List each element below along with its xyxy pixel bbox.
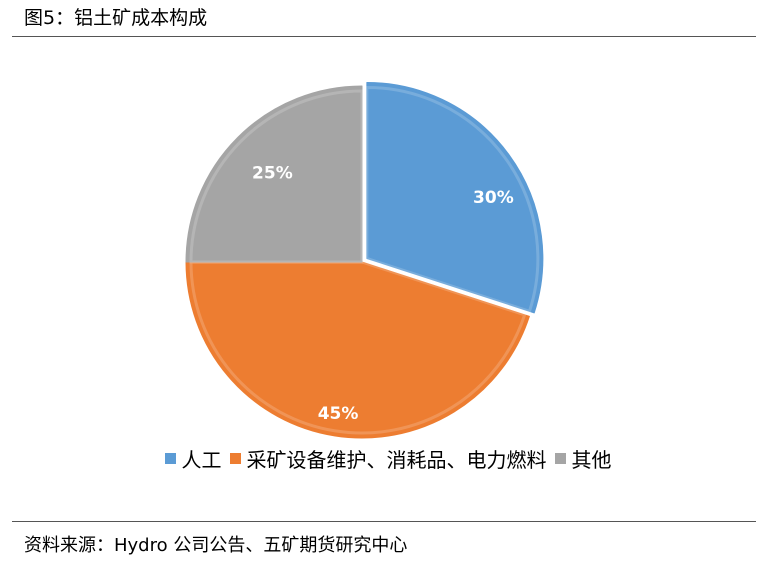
pie-label-equipment: 45% — [318, 404, 359, 424]
pie-slice-equipment — [185, 261, 530, 439]
source-note: 资料来源：Hydro 公司公告、五矿期货研究中心 — [24, 535, 408, 556]
chart-title: 图5：铝土矿成本构成 — [24, 7, 208, 29]
legend-swatch-other — [554, 452, 566, 464]
top-divider — [12, 36, 756, 37]
pie-slice-equipment-rim — [189, 260, 527, 435]
legend-label-labor: 人工 — [181, 447, 222, 472]
pie-slice-labor — [366, 81, 544, 314]
pie-slice-other-rim — [189, 89, 364, 264]
legend-item-equipment: 采矿设备维护、消耗品、电力燃料 — [229, 444, 547, 473]
pie-label-labor: 30% — [473, 188, 514, 208]
pie-slice-labor-rim — [365, 85, 540, 314]
legend-item-other: 其他 — [554, 444, 612, 473]
pie-label-other: 25% — [252, 163, 293, 183]
pie-chart: 30% 45% 25% — [185, 81, 544, 439]
legend-label-equipment: 采矿设备维护、消耗品、电力燃料 — [246, 447, 547, 472]
chart-legend: 人工 采矿设备维护、消耗品、电力燃料 其他 — [0, 444, 776, 472]
legend-swatch-equipment — [229, 452, 241, 464]
bottom-divider — [12, 521, 756, 522]
legend-swatch-labor — [164, 452, 176, 464]
pie-slice-other — [185, 85, 363, 263]
legend-label-other: 其他 — [571, 447, 612, 472]
legend-item-labor: 人工 — [164, 444, 222, 473]
